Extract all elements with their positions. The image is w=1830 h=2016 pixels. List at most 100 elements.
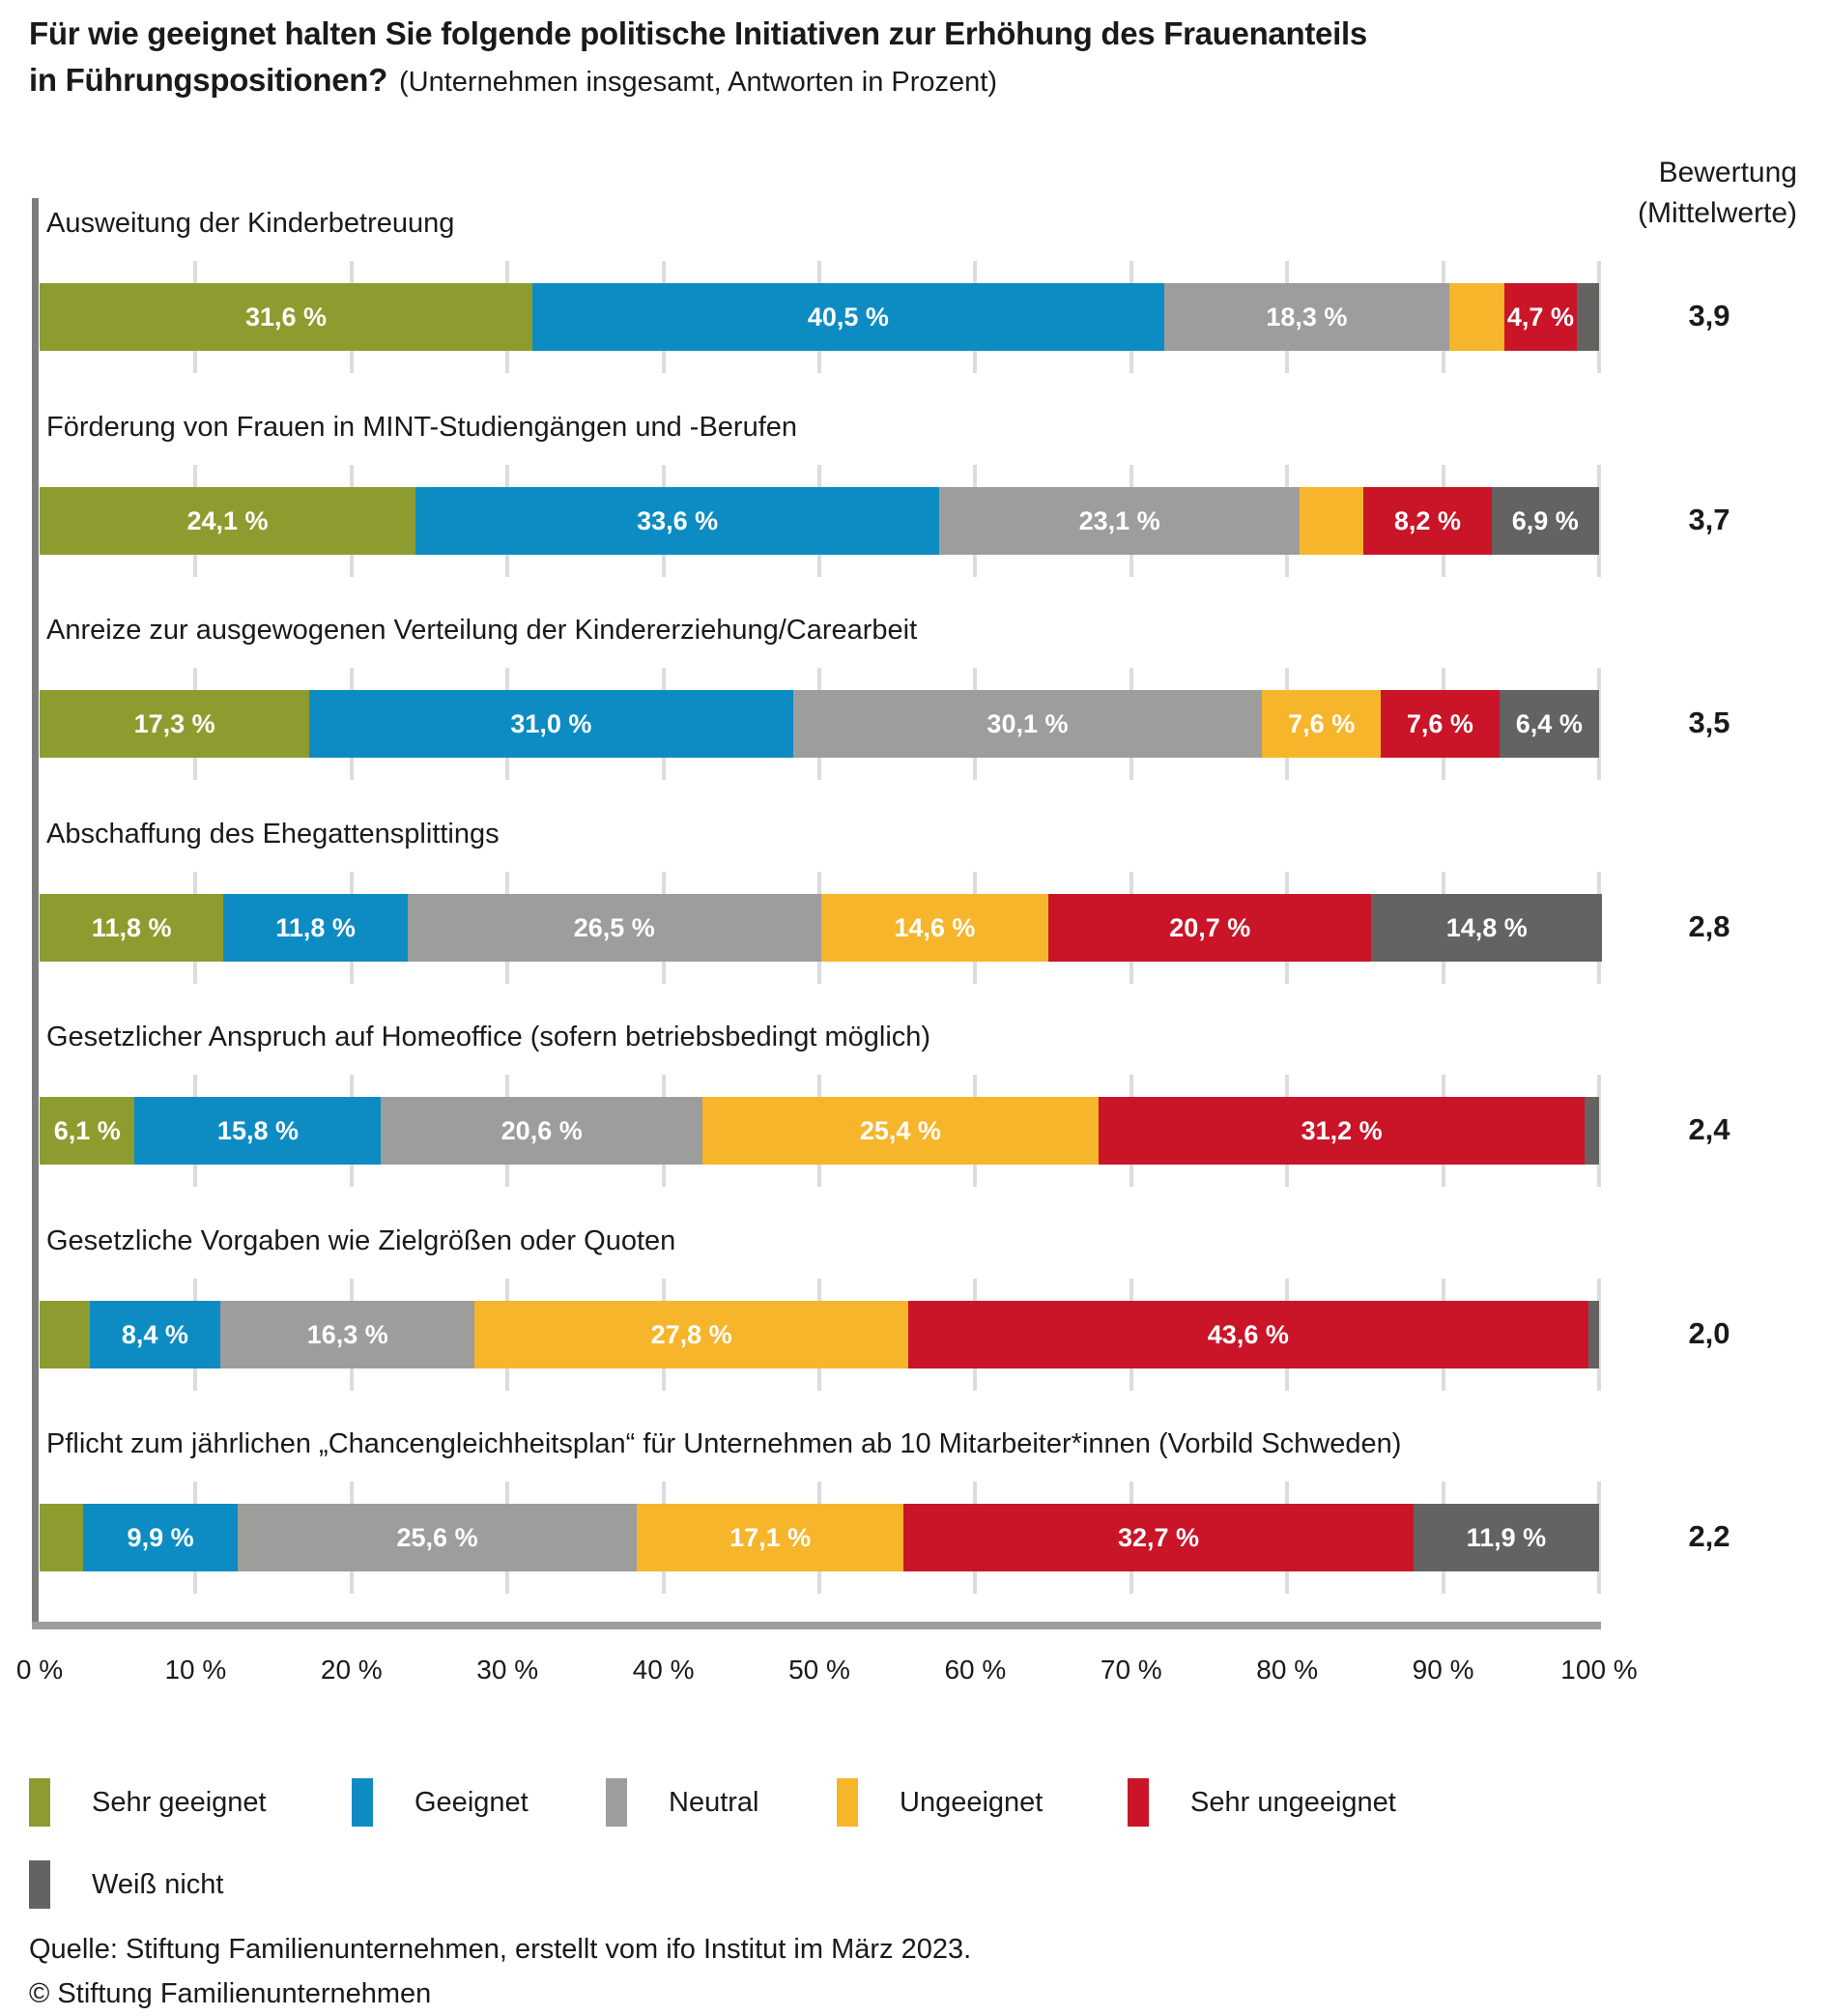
bar-segment-sehr-geeignet [40,1504,84,1571]
stacked-bar: 8,4 % 16,3 % 27,8 % 43,6 % [40,1301,1599,1368]
x-axis-tick-label: 30 % [476,1655,539,1685]
bar-segment-ungeeignet: 25,4 % [701,1097,1099,1165]
legend-swatch-geeignet [352,1778,373,1827]
category-label: Anreize zur ausgewogenen Verteilung der … [46,615,918,646]
bar-segment-geeignet: 11,8 % [223,894,408,962]
mean-value: 2,4 [1688,1112,1730,1146]
legend-swatch-weiss-nicht [29,1860,50,1909]
bar-segment-value-label: 31,0 % [510,708,592,738]
bar-segment-value-label: 4,7 % [1506,302,1574,331]
bar-segment-ungeeignet [1449,283,1504,351]
bar-segment-value-label: 11,9 % [1466,1522,1547,1552]
chart-subtitle: (Unternehmen insgesamt, Antworten in Pro… [399,67,997,98]
mean-column-header-line2: (Mittelwerte) [1637,197,1797,229]
bar-segment-sehr-ungeeignet: 4,7 % [1503,283,1578,351]
legend-item-neutral: Neutral [606,1778,759,1827]
mean-value: 2,2 [1688,1519,1730,1553]
bar-segment-ungeeignet: 7,6 % [1262,690,1382,758]
x-axis-tick-label: 20 % [320,1655,383,1685]
bar-segment-value-label: 18,3 % [1266,302,1348,331]
legend-item-ungeeignet: Ungeeignet [837,1778,1043,1827]
bar-segment-geeignet: 8,4 % [89,1301,221,1368]
x-axis-tick-label: 90 % [1412,1655,1474,1685]
stacked-bar: 31,6 % 40,5 % 18,3 % 4,7 % [40,283,1599,351]
bar-segment-geeignet: 33,6 % [415,487,940,555]
category-label: Abschaffung des Ehegattensplittings [46,819,500,850]
x-axis-tick-label: 70 % [1100,1655,1162,1685]
bar-segment-value-label: 33,6 % [637,505,719,535]
bar-segment-ungeeignet: 17,1 % [637,1504,904,1571]
bar-segment-value-label: 24,1 % [186,505,269,535]
bar-segment-value-label: 17,3 % [133,708,215,738]
bar-segment-sehr-geeignet: 24,1 % [40,487,415,555]
stacked-bar: 11,8 % 11,8 % 26,5 % 14,6 % 20,7 % 14,8 % [40,894,1603,962]
mean-value: 2,8 [1688,909,1730,943]
category-label: Gesetzlicher Anspruch auf Homeoffice (so… [46,1022,931,1052]
bar-segment-weiss-nicht [1577,283,1599,351]
x-axis-tick-label: 60 % [944,1655,1007,1685]
bar-segment-value-label: 17,1 % [729,1522,812,1552]
gridline [1597,465,1601,577]
bar-segment-sehr-geeignet: 6,1 % [40,1097,135,1165]
bar-segment-value-label: 14,6 % [894,912,976,942]
legend-label-sehr-geeignet: Sehr geeignet [92,1786,267,1818]
bar-segment-value-label: 7,6 % [1288,708,1356,738]
x-axis-tick-label: 100 % [1560,1655,1638,1685]
legend-swatch-neutral [606,1778,627,1827]
bar-segment-value-label: 11,8 % [275,912,356,942]
bar-segment-value-label: 20,6 % [500,1115,583,1145]
x-axis-line [32,1622,1601,1629]
bar-segment-geeignet: 31,0 % [309,690,793,758]
gridline [1597,1482,1601,1594]
chart-title-line2: in Führungspositionen? (Unternehmen insge… [29,58,1807,104]
bar-segment-weiss-nicht [1585,1097,1599,1165]
bar-segment-value-label: 8,4 % [121,1319,188,1349]
bar-segment-value-label: 16,3 % [306,1319,388,1349]
bar-segment-value-label: 31,2 % [1301,1115,1383,1145]
stacked-bar: 24,1 % 33,6 % 23,1 % 8,2 % 6,9 % [40,487,1599,555]
bar-segment-value-label: 43,6 % [1207,1319,1289,1349]
bar-segment-sehr-geeignet: 31,6 % [40,283,533,351]
bar-segment-value-label: 6,9 % [1511,505,1579,535]
bar-segment-value-label: 8,2 % [1393,505,1461,535]
bar-segment-weiss-nicht: 11,9 % [1413,1504,1599,1571]
chart-title-line2-bold: in Führungspositionen? [29,62,388,98]
mean-value: 3,9 [1688,299,1730,332]
bar-segment-geeignet: 9,9 % [83,1504,238,1571]
legend-swatch-sehr-ungeeignet [1128,1778,1149,1827]
bar-segment-value-label: 7,6 % [1406,708,1473,738]
bar-segment-sehr-ungeeignet: 43,6 % [907,1301,1588,1368]
bar-segment-value-label: 26,5 % [573,912,655,942]
bar-segment-weiss-nicht: 6,9 % [1491,487,1599,555]
x-axis-tick-label: 40 % [632,1655,695,1685]
bar-segment-value-label: 32,7 % [1117,1522,1200,1552]
bar-segment-weiss-nicht: 14,8 % [1371,894,1603,962]
legend-item-geeignet: Geeignet [352,1778,529,1827]
legend-label-ungeeignet: Ungeeignet [900,1786,1044,1818]
stacked-bar: 9,9 % 25,6 % 17,1 % 32,7 % 11,9 % [40,1504,1599,1571]
bar-segment-neutral: 30,1 % [792,690,1263,758]
bar-segment-sehr-ungeeignet: 20,7 % [1048,894,1372,962]
bar-segment-neutral: 16,3 % [220,1301,475,1368]
bar-segment-value-label: 40,5 % [807,302,889,331]
bar-segment-value-label: 9,9 % [127,1522,194,1552]
bar-segment-ungeeignet: 14,6 % [820,894,1049,962]
mean-value: 3,7 [1688,503,1730,536]
bar-segment-sehr-ungeeignet: 32,7 % [903,1504,1414,1571]
category-label: Ausweitung der Kinderbetreuung [46,208,455,239]
bar-segment-neutral: 18,3 % [1163,283,1450,351]
bar-segment-ungeeignet: 27,8 % [474,1301,908,1368]
legend-label-weiss-nicht: Weiß nicht [92,1868,224,1900]
y-axis-line [32,198,39,1629]
bar-segment-value-label: 6,4 % [1515,708,1583,738]
x-axis-tick-label: 10 % [164,1655,227,1685]
mean-value: 3,5 [1688,706,1730,739]
bar-segment-sehr-ungeeignet: 8,2 % [1363,487,1492,555]
bar-segment-value-label: 25,4 % [859,1115,941,1145]
legend-label-neutral: Neutral [669,1786,759,1818]
legend-item-weiss-nicht: Weiß nicht [29,1860,223,1909]
bar-segment-ungeeignet [1300,487,1364,555]
x-axis-tick-label: 0 % [15,1655,64,1685]
bar-segment-sehr-geeignet: 11,8 % [40,894,224,962]
